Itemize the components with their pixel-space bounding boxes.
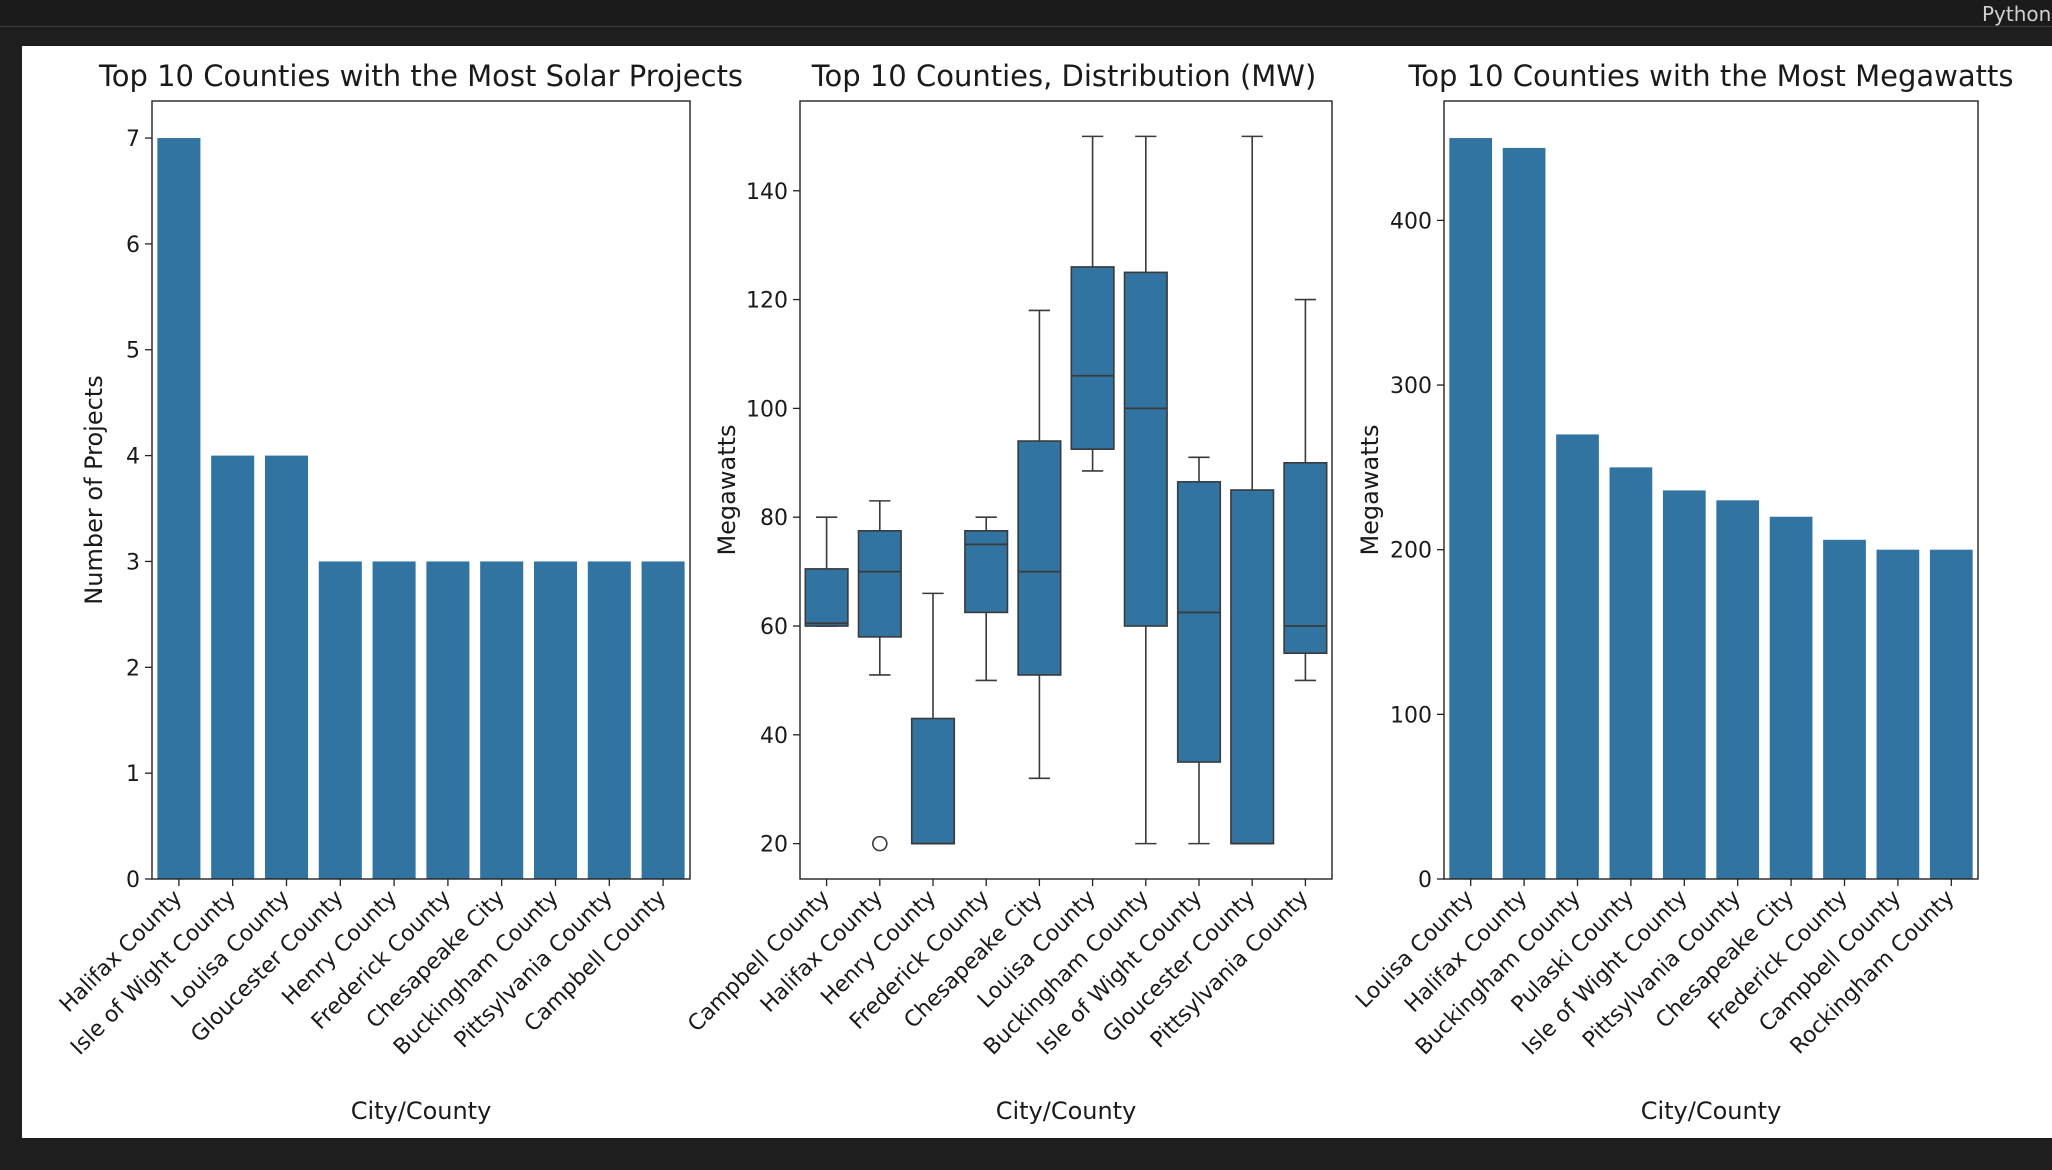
notebook-top-bar: Python: [0, 0, 2052, 27]
bar-3-2: [1502, 147, 1546, 879]
y-tick-label: 400: [1390, 209, 1432, 234]
y-tick-label: 40: [760, 724, 788, 749]
box-iqr: [1070, 266, 1115, 450]
bar-3-1: [1449, 138, 1493, 880]
chart-title: Top 10 Counties, Distribution (MW): [811, 59, 1317, 93]
box-6: [1070, 135, 1115, 472]
bar-1-2: [211, 455, 255, 879]
y-tick-label: 200: [1390, 539, 1432, 564]
y-tick-label: 6: [126, 233, 140, 258]
bar-3-5: [1662, 490, 1706, 879]
bar-3-10: [1929, 549, 1973, 879]
y-tick-label: 0: [1418, 868, 1432, 893]
cell-output: 0 1 2 3 4 5 6 7 Halifax County Isle of Wight Coun…: [22, 46, 2052, 1138]
y-tick-label: 5: [126, 339, 140, 364]
x-axis-label: City/County: [996, 1097, 1137, 1125]
y-tick-label: 100: [746, 397, 788, 422]
bar-3-4: [1609, 467, 1653, 879]
y-axis-label: Megawatts: [1356, 424, 1384, 555]
chart-title: Top 10 Counties with the Most Megawatts: [1407, 59, 2013, 93]
y-tick-label: 120: [746, 289, 788, 314]
kernel-label[interactable]: Python: [1982, 2, 2052, 26]
bar-1-6: [426, 561, 470, 879]
bar-3-9: [1876, 549, 1920, 879]
box-iqr: [1230, 489, 1275, 845]
y-tick-label: 4: [126, 445, 140, 470]
box-2: [857, 500, 902, 852]
box-3: [910, 592, 956, 845]
y-tick-label: 140: [746, 180, 788, 205]
box-iqr: [1123, 271, 1168, 627]
y-tick-label: 20: [760, 833, 788, 858]
box-5: [1017, 309, 1062, 780]
bar-1-8: [533, 561, 578, 879]
bar-3-8: [1823, 539, 1866, 879]
box-9: [1230, 135, 1275, 845]
x-axis-label: City/County: [1641, 1097, 1782, 1125]
axes-frame-3: [1443, 100, 1979, 880]
y-tick-label: 0: [126, 868, 140, 893]
bar-1-10: [641, 561, 685, 879]
bar-1-4: [318, 561, 362, 879]
y-tick-label: 1: [126, 762, 140, 787]
chart-title: Top 10 Counties with the Most Solar Proj…: [98, 59, 743, 93]
axes-frame-1: [151, 100, 691, 880]
bar-3-7: [1769, 516, 1813, 879]
axes-frame-2: [799, 100, 1333, 880]
bar-1-7: [480, 561, 524, 879]
box-iqr: [1283, 461, 1328, 655]
bar-1-5: [372, 561, 416, 879]
box-iqr: [1176, 481, 1222, 763]
y-tick-label: 7: [126, 127, 140, 152]
box-iqr: [804, 568, 849, 627]
y-tick-label: 2: [126, 656, 140, 681]
bar-3-3: [1556, 434, 1599, 879]
bar-1-9: [587, 561, 631, 879]
bar-1-1: [157, 138, 201, 880]
bar-3-6: [1716, 500, 1760, 879]
box-iqr: [910, 717, 956, 845]
box-4: [964, 516, 1009, 682]
box-iqr: [964, 530, 1009, 614]
y-axis-label: Megawatts: [713, 424, 741, 555]
y-tick-label: 100: [1390, 703, 1432, 728]
box-1: [804, 516, 849, 627]
box-10: [1283, 298, 1328, 682]
y-tick-label: 300: [1390, 374, 1432, 399]
y-tick-label: 3: [126, 550, 140, 575]
box-iqr: [1017, 440, 1062, 676]
bar-1-3: [264, 455, 309, 879]
y-tick-label: 80: [760, 506, 788, 531]
box-iqr: [857, 530, 902, 638]
box-7: [1123, 135, 1168, 845]
x-axis-label: City/County: [351, 1097, 492, 1125]
box-8: [1176, 456, 1222, 845]
y-axis-label: Number of Projects: [80, 375, 108, 604]
y-tick-label: 60: [760, 615, 788, 640]
box-outlier: [871, 835, 888, 852]
